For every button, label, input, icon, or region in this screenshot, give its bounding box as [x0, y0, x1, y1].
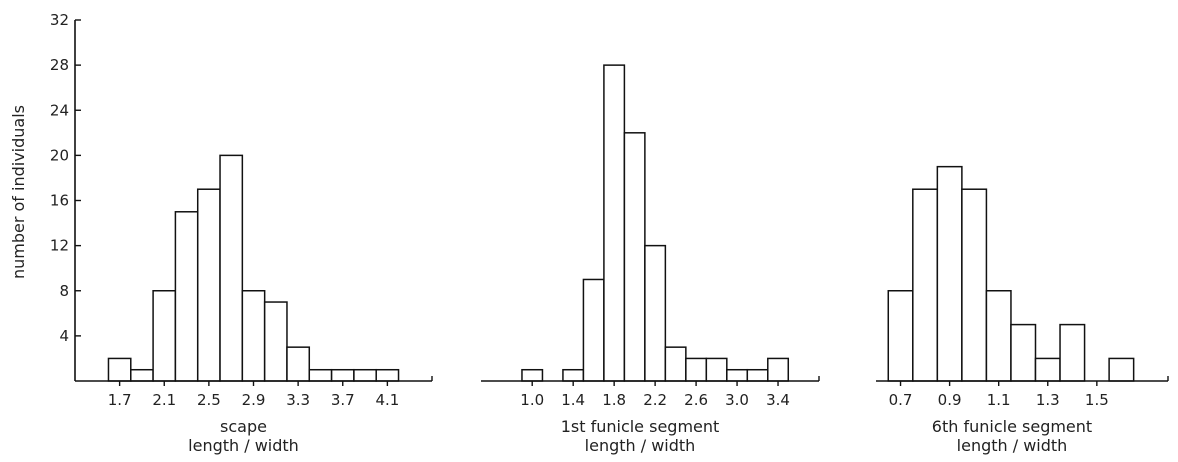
histogram-bar — [1010, 323, 1037, 382]
histogram-bar — [603, 64, 626, 382]
y-tick-label: 16 — [50, 192, 69, 210]
x-tick-label: 0.9 — [938, 391, 962, 409]
x-axis-label-unit: length / width — [188, 436, 299, 455]
x-axis-label: 1st funicle segment — [561, 417, 720, 436]
x-tick-label: 3.3 — [286, 391, 310, 409]
histogram-bar — [219, 154, 244, 382]
histogram-bar — [726, 368, 749, 382]
y-tick-label: 12 — [50, 237, 69, 255]
histogram-bar — [912, 188, 939, 382]
histogram-bar — [1034, 357, 1061, 382]
x-axis-label: 6th funicle segment — [932, 417, 1092, 436]
histogram-bar — [286, 346, 311, 382]
histogram-bar — [936, 165, 963, 382]
x-tick-label: 1.1 — [987, 391, 1011, 409]
x-tick-label: 2.1 — [152, 391, 176, 409]
histogram-bar — [330, 368, 355, 382]
histogram-bar — [767, 357, 790, 382]
histogram-bar — [107, 357, 132, 382]
x-tick-label: 1.3 — [1036, 391, 1060, 409]
x-axis-label-unit: length / width — [585, 436, 696, 455]
panel-1st-funicle-segment: 1.0 1.4 1.8 2.2 2.6 3.0 3.4 1st funicle segment… — [481, 64, 820, 455]
x-tick-label: 2.5 — [197, 391, 221, 409]
histogram-bar — [746, 368, 769, 382]
y-axis: 4 8 12 16 20 24 28 32 — [50, 11, 81, 381]
histogram-bar — [664, 346, 687, 382]
x-tick-label: 1.8 — [602, 391, 626, 409]
histogram-bar — [308, 368, 333, 382]
histogram-bar — [685, 357, 708, 382]
histogram-bar — [130, 368, 154, 382]
histogram-bar — [196, 188, 221, 382]
histogram-bar — [241, 290, 266, 382]
y-tick-label: 28 — [50, 56, 69, 74]
y-tick-label: 24 — [50, 101, 69, 119]
y-tick-label: 4 — [59, 327, 69, 345]
histogram-bar — [521, 368, 544, 382]
x-tick-label: 3.4 — [766, 391, 790, 409]
x-tick-label: 1.7 — [108, 391, 132, 409]
x-tick-label: 2.2 — [643, 391, 667, 409]
histogram-bar — [375, 368, 400, 382]
histogram-bar — [961, 188, 988, 382]
panel-6th-funicle-segment: 0.7 0.9 1.1 1.3 1.5 6th funicle segmentlength… — [876, 165, 1169, 455]
histogram-bar — [174, 211, 199, 382]
x-axis-label-unit: length / width — [957, 436, 1068, 455]
histogram-bar — [582, 278, 605, 382]
x-tick-label: 3.7 — [331, 391, 355, 409]
histogram-bar — [263, 301, 288, 382]
x-axis-label: scape — [220, 417, 267, 436]
y-tick-label: 8 — [59, 282, 69, 300]
histogram-bar — [623, 132, 646, 382]
x-tick-label: 3.0 — [725, 391, 749, 409]
x-tick-label: 1.4 — [561, 391, 585, 409]
histogram-bar — [562, 368, 585, 382]
x-tick-label: 2.9 — [242, 391, 266, 409]
histogram-bar — [353, 368, 377, 382]
histogram-bar — [644, 244, 667, 382]
x-tick-label: 0.7 — [889, 391, 913, 409]
x-tick-label: 2.6 — [684, 391, 708, 409]
histogram-bar — [985, 290, 1012, 382]
x-tick-label: 1.0 — [520, 391, 544, 409]
x-tick-label: 1.5 — [1085, 391, 1109, 409]
histogram-bar — [1108, 357, 1135, 382]
y-axis-label: number of individuals — [9, 105, 28, 279]
y-tick-label: 32 — [50, 11, 69, 29]
histogram-bar — [152, 290, 177, 382]
histogram-bar — [887, 290, 914, 382]
histogram-bar — [1059, 323, 1086, 382]
x-tick-label: 4.1 — [375, 391, 399, 409]
histogram-bar — [705, 357, 728, 382]
y-tick-label: 20 — [50, 146, 69, 164]
